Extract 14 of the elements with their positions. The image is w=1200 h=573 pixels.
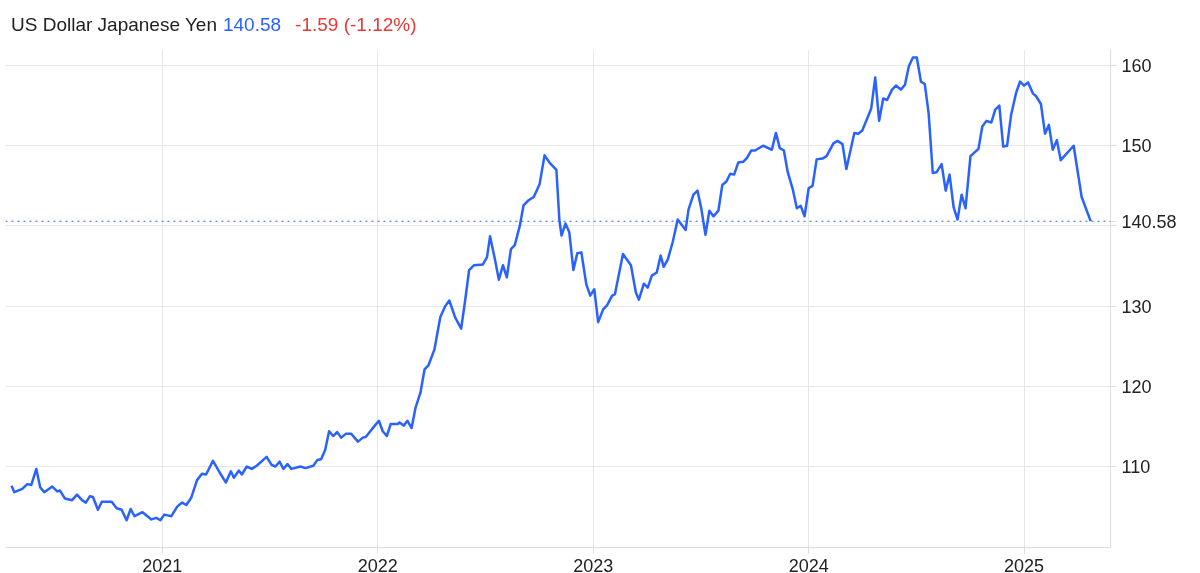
text: -1.59 (-1.12%)	[295, 14, 417, 35]
y-tick-label: 110	[1121, 457, 1151, 477]
y-tick-label: 150	[1121, 136, 1152, 157]
x-tick-label: 2023	[573, 555, 614, 573]
x-tick-label: 2022	[357, 555, 398, 573]
text: 140.58	[222, 14, 282, 35]
x-tick-label: 2025	[1004, 555, 1045, 573]
x-tick-label: 2021	[142, 555, 183, 573]
chart-title: US Dollar Japanese Yen	[11, 14, 217, 35]
y-tick-label: 130	[1121, 296, 1152, 317]
y-tick-label: 160	[1121, 56, 1152, 77]
x-tick-label: 2024	[788, 555, 829, 573]
y-tick-label: 120	[1121, 376, 1152, 397]
ref-line-label: 140.58	[1121, 211, 1177, 232]
